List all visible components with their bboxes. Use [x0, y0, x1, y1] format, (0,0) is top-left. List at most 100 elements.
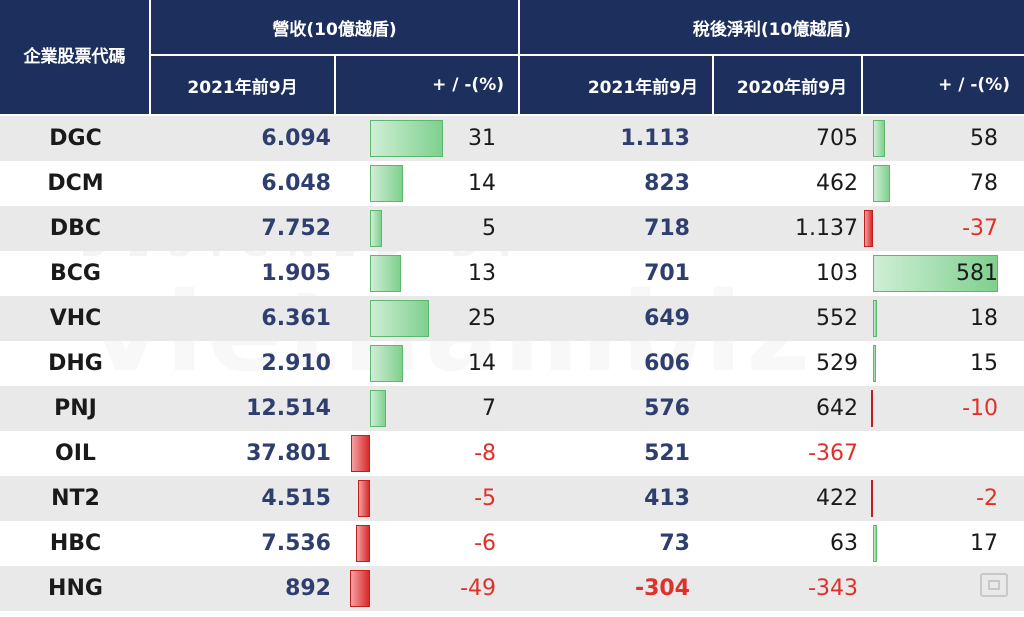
- table-row: DHG 2.910 14 606 529 15: [0, 341, 1024, 386]
- profit-2021-value: 701: [644, 261, 690, 286]
- profit-change-value: -2: [976, 486, 998, 511]
- stock-code: OIL: [55, 441, 96, 466]
- profit-change-value: 58: [970, 126, 998, 151]
- profit-change-bar: [873, 255, 998, 292]
- stock-code: DHG: [48, 351, 103, 376]
- revenue-change-bar: [370, 210, 382, 247]
- revenue-2021-value: 2.910: [261, 351, 331, 376]
- profit-2020-value: 705: [816, 126, 858, 151]
- fullscreen-icon[interactable]: [980, 573, 1008, 597]
- stock-code: HBC: [49, 531, 102, 556]
- revenue-2021-value: 6.048: [261, 171, 331, 196]
- table-row: VHC 6.361 25 649 552 18: [0, 296, 1024, 341]
- profit-change-bar: [873, 120, 886, 157]
- table-row: DGC 6.094 31 1.113 705 58: [0, 116, 1024, 161]
- profit-2021-value: 73: [659, 531, 690, 556]
- profit-change-bar: [873, 165, 890, 202]
- revenue-change-value: 14: [468, 351, 496, 376]
- profit-group-label: 稅後淨利(10億越盾): [692, 19, 852, 40]
- profit-2020-label: 2020年前9月: [736, 77, 847, 98]
- revenue-change-bar: [370, 165, 403, 202]
- table-row: HBC 7.536 -6 73 63 17: [0, 521, 1024, 566]
- header-code-column: 企業股票代碼: [0, 0, 149, 114]
- stock-code: VHC: [49, 306, 102, 331]
- profit-2020-value: 552: [816, 306, 858, 331]
- revenue-change-value: 25: [468, 306, 496, 331]
- revenue-change-bar: [370, 390, 387, 427]
- revenue-change-value: -8: [474, 441, 496, 466]
- revenue-change-value: -6: [474, 531, 496, 556]
- revenue-change-bar: [355, 525, 370, 562]
- stock-code: DGC: [49, 126, 102, 151]
- revenue-2021-value: 37.801: [246, 441, 331, 466]
- revenue-change-bar: [358, 480, 370, 517]
- profit-2021-value: 413: [644, 486, 690, 511]
- rev-2021-label: 2021年前9月: [187, 77, 298, 98]
- revenue-change-bar: [370, 120, 443, 157]
- profit-2021-value: 1.113: [620, 126, 690, 151]
- revenue-change-value: 13: [468, 261, 496, 286]
- revenue-change-value: 7: [482, 396, 496, 421]
- profit-change-label: + / -(%): [938, 75, 1010, 95]
- revenue-2021-value: 6.361: [261, 306, 331, 331]
- profit-2021-value: 606: [644, 351, 690, 376]
- header-rev-change: + / -(%): [336, 56, 518, 114]
- profit-2021-value: 521: [644, 441, 690, 466]
- header-profit-group: 稅後淨利(10億越盾): [520, 0, 1024, 54]
- profit-2020-value: -343: [808, 576, 858, 601]
- stock-code: DCM: [47, 171, 104, 196]
- profit-2021-value: -304: [634, 576, 690, 601]
- table-row: HNG 892 -49 -304 -343: [0, 566, 1024, 611]
- profit-change-bar: [873, 345, 877, 382]
- table-row: DBC 7.752 5 718 1.137 -37: [0, 206, 1024, 251]
- profit-2021-value: 649: [644, 306, 690, 331]
- profit-2021-label: 2021年前9月: [587, 77, 698, 98]
- rev-change-label: + / -(%): [432, 75, 504, 95]
- header-profit-2021: 2021年前9月: [520, 56, 712, 114]
- table-row: OIL 37.801 -8 521 -367: [0, 431, 1024, 476]
- stock-code: NT2: [51, 486, 100, 511]
- revenue-change-value: -49: [460, 576, 496, 601]
- table-row: NT2 4.515 -5 413 422 -2: [0, 476, 1024, 521]
- profit-change-bar: [864, 210, 873, 247]
- revenue-2021-value: 7.536: [261, 531, 331, 556]
- revenue-change-bar: [370, 300, 429, 337]
- header-profit-2020: 2020年前9月: [714, 56, 861, 114]
- profit-2020-value: 422: [816, 486, 858, 511]
- stock-code: BCG: [50, 261, 101, 286]
- stock-code: HNG: [48, 576, 103, 601]
- profit-2020-value: 1.137: [795, 216, 858, 241]
- header-revenue-group: 營收(10億越盾): [151, 0, 518, 54]
- revenue-change-bar: [370, 345, 403, 382]
- table-row: BCG 1.905 13 701 103 581: [0, 251, 1024, 296]
- profit-2020-value: 642: [816, 396, 858, 421]
- revenue-change-bar: [370, 255, 401, 292]
- revenue-change-value: 31: [468, 126, 496, 151]
- revenue-2021-value: 892: [285, 576, 331, 601]
- revenue-2021-value: 6.094: [261, 126, 331, 151]
- revenue-2021-value: 12.514: [246, 396, 331, 421]
- profit-2021-value: 718: [644, 216, 690, 241]
- profit-change-value: 17: [970, 531, 998, 556]
- profit-2020-value: -367: [808, 441, 858, 466]
- profit-2020-value: 462: [816, 171, 858, 196]
- profit-change-value: [900, 431, 998, 476]
- profit-change-bar: [871, 480, 873, 517]
- stock-code: DBC: [49, 216, 102, 241]
- table-row: DCM 6.048 14 823 462 78: [0, 161, 1024, 206]
- profit-change-value: 581: [956, 261, 998, 286]
- revenue-2021-value: 1.905: [261, 261, 331, 286]
- profit-change-bar: [870, 390, 873, 427]
- code-column-label: 企業股票代碼: [23, 47, 126, 67]
- revenue-change-value: 5: [482, 216, 496, 241]
- profit-2020-value: 63: [830, 531, 858, 556]
- revenue-change-bar: [350, 435, 370, 472]
- profit-change-value: -37: [962, 216, 998, 241]
- profit-change-value: 78: [970, 171, 998, 196]
- stock-code: PNJ: [54, 396, 97, 421]
- profit-change-bar: [873, 300, 877, 337]
- profit-2020-value: 529: [816, 351, 858, 376]
- table-row: PNJ 12.514 7 576 642 -10: [0, 386, 1024, 431]
- profit-2020-value: 103: [816, 261, 858, 286]
- profit-change-value: -10: [962, 396, 998, 421]
